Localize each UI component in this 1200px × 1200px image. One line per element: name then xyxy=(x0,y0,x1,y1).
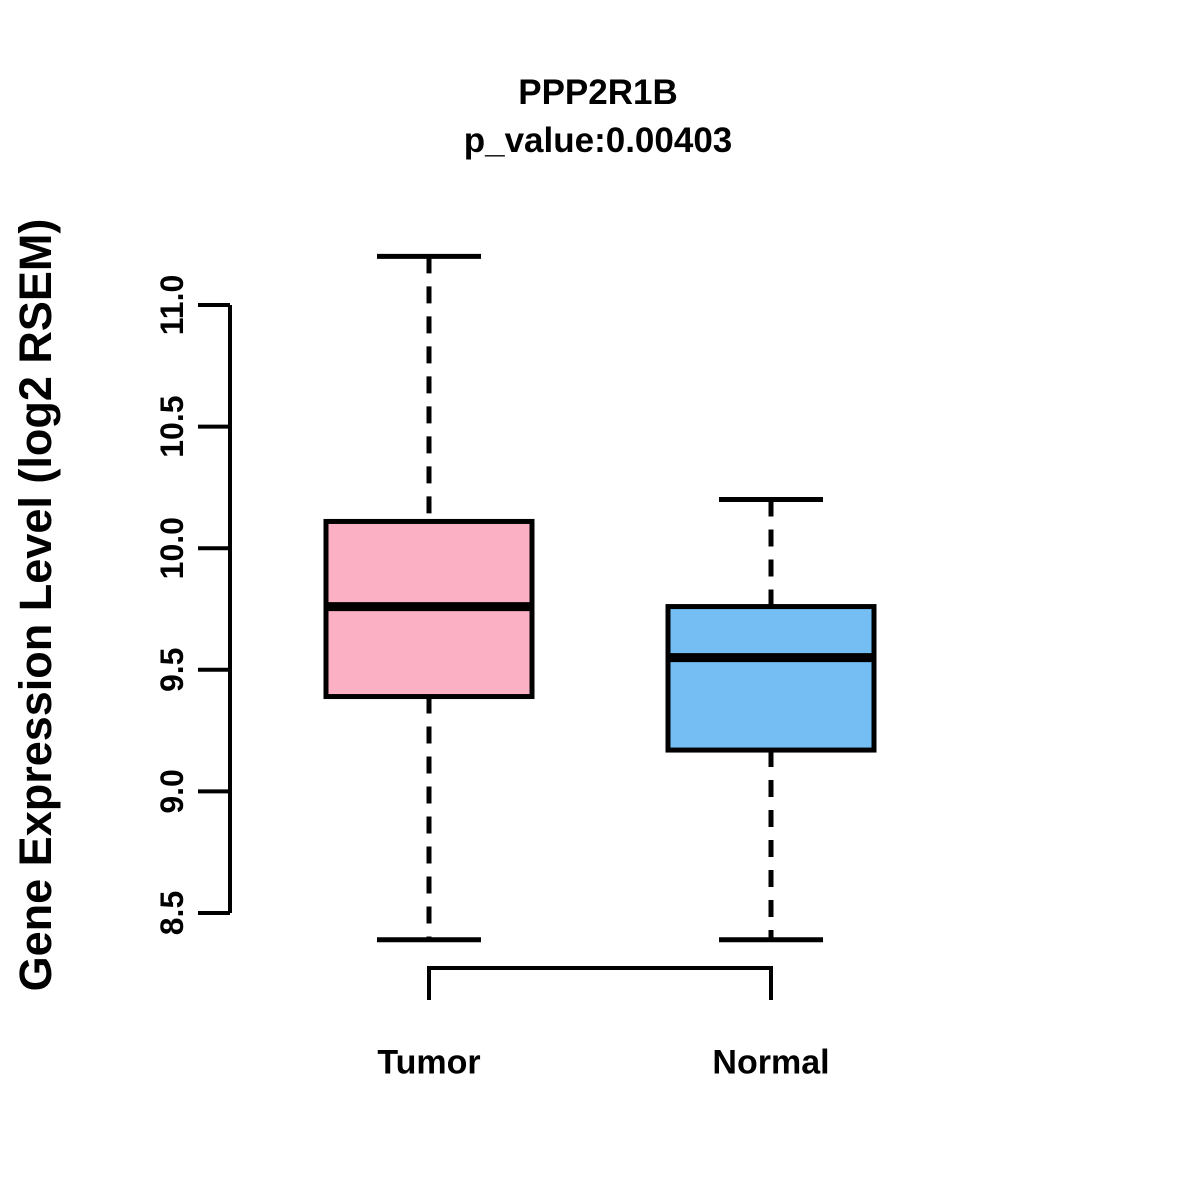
y-tick-label: 10.0 xyxy=(154,517,190,579)
normal-box xyxy=(665,604,877,753)
chart-subtitle: p_value:0.00403 xyxy=(463,121,733,160)
y-tick-label: 9.0 xyxy=(154,769,190,813)
y-tick-label: 10.5 xyxy=(154,395,190,457)
x-tick-label-normal: Normal xyxy=(712,1043,830,1082)
chart-title: PPP2R1B xyxy=(518,73,678,112)
y-tick-label: 11.0 xyxy=(154,275,190,336)
y-tick-label: 8.5 xyxy=(154,891,190,935)
comparison-bracket xyxy=(427,966,773,1000)
y-tick-label: 9.5 xyxy=(154,648,190,692)
x-tick-label-tumor: Tumor xyxy=(377,1043,481,1082)
